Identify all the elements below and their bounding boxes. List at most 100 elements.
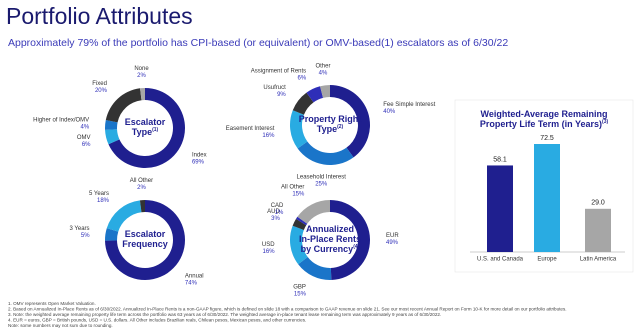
segment-label: All Other [130, 178, 153, 184]
segment-value: 74% [185, 280, 198, 286]
segment-label: Leasehold Interest [297, 174, 347, 180]
segment-value: 25% [315, 181, 328, 187]
center-label-line: In-Place Rents [299, 234, 361, 244]
segment-label: 3 Years [70, 226, 90, 232]
center-label: Property Life Term (in Years)(3) [480, 119, 609, 129]
bar [534, 144, 560, 252]
footnote-ref: (3) [602, 119, 608, 125]
segment-value: 16% [262, 133, 275, 139]
segment-label: Fee Simple Interest [383, 102, 435, 108]
center-label: Escalator [125, 117, 166, 127]
donut-segment [104, 228, 119, 241]
segment-label: CAD [271, 203, 284, 209]
donut-segment [330, 200, 370, 280]
segment-value: 2% [137, 73, 146, 79]
center-label-line: Frequency [122, 239, 168, 249]
donut-segment [290, 225, 308, 265]
segment-label: Other [315, 64, 330, 70]
segment-label: Higher of Index/OMV [33, 118, 89, 124]
bar [487, 165, 513, 252]
page-title: Portfolio Attributes [6, 3, 193, 29]
donut-segment [139, 200, 145, 213]
donut-segment [297, 141, 354, 166]
segment-label: Index [192, 153, 207, 159]
bar-panel [454, 99, 634, 273]
donut-segment [306, 86, 324, 103]
bar [585, 208, 611, 252]
footnote: 3. Note: the weighted average remaining … [8, 312, 441, 317]
segment-label: All Other [281, 184, 304, 190]
segment-label: Fixed [92, 81, 107, 87]
footnote-ref: (2) [337, 124, 343, 130]
center-label-line: Property Right [299, 114, 362, 124]
donut-segment [297, 200, 330, 224]
segment-value: 1% [275, 210, 284, 216]
segment-value: 4% [80, 125, 89, 131]
segment-label: Easement Interest [226, 126, 275, 132]
category-label: Europe [537, 257, 557, 263]
center-label-line: Annualized [306, 224, 354, 234]
center-label-line: Escalator [125, 117, 166, 127]
center-label-line: Type [317, 124, 337, 134]
segment-label: GBP [293, 285, 306, 291]
segment-value: 5% [81, 233, 90, 239]
center-label-line: Weighted-Average Remaining [480, 109, 607, 119]
center-label: Property Right [299, 114, 362, 124]
donut-segment [105, 88, 142, 123]
segment-value: 15% [294, 292, 307, 298]
segment-value: 9% [277, 92, 286, 98]
segment-value: 16% [263, 249, 276, 255]
segment-label: Annual [185, 273, 204, 279]
segment-value: 6% [82, 142, 91, 148]
segment-value: 15% [292, 191, 305, 197]
center-label: Frequency [122, 239, 168, 249]
center-label: by Currency(4) [301, 244, 360, 254]
footnote: Note: some numbers may not sum due to ro… [8, 323, 113, 328]
center-label-line: Escalator [125, 229, 166, 239]
center-label: Type(2) [317, 124, 344, 134]
center-label-line: Type [132, 127, 152, 137]
footnote: 4. EUR = euros, GBP = British pounds, US… [8, 318, 306, 323]
donut-segment [140, 88, 145, 101]
center-label: Weighted-Average Remaining [480, 109, 607, 119]
donut-segment [105, 119, 118, 130]
center-label: Escalator [125, 229, 166, 239]
segment-label: AUD [267, 209, 280, 215]
segment-value: 69% [192, 160, 205, 166]
segment-value: 49% [386, 240, 399, 246]
center-label: Annualized [306, 224, 354, 234]
center-label: Type(1) [132, 127, 159, 137]
segment-label: EUR [386, 233, 399, 239]
segment-value: 20% [95, 88, 108, 94]
bar-value: 58.1 [493, 156, 507, 163]
center-label-line: by Currency [301, 244, 354, 254]
segment-label: Usufruct [263, 85, 286, 91]
footnote: 2. Based on Annualized In-Place Rents as… [8, 307, 567, 312]
segment-label: None [134, 66, 149, 72]
category-label: Latin America [580, 257, 617, 263]
segment-label: Assignment of Rents [251, 68, 306, 74]
segment-label: OMV [77, 135, 91, 141]
segment-label: 5 Years [89, 191, 109, 197]
footnote-ref: (1) [152, 127, 158, 133]
segment-value: 4% [319, 71, 328, 77]
segment-value: 18% [97, 198, 110, 204]
donut-segment [292, 92, 314, 115]
donut-segment [106, 200, 142, 232]
segment-value: 2% [137, 185, 146, 191]
donut-segment [105, 129, 120, 145]
bar-value: 29.0 [591, 200, 605, 207]
donut-segment [289, 110, 308, 149]
center-label: In-Place Rents [299, 234, 361, 244]
donut-segment [320, 85, 330, 98]
donut-segment [298, 256, 332, 280]
donut-segment [330, 85, 371, 158]
footnote: 1. OMV represents Open Market Valuation. [8, 301, 96, 306]
segment-value: 6% [297, 75, 306, 81]
segment-value: 3% [271, 216, 280, 222]
subtitle: Approximately 79% of the portfolio has C… [8, 37, 508, 49]
bar-value: 72.5 [540, 135, 554, 142]
donut-segment [292, 218, 307, 231]
category-label: U.S. and Canada [477, 257, 524, 263]
